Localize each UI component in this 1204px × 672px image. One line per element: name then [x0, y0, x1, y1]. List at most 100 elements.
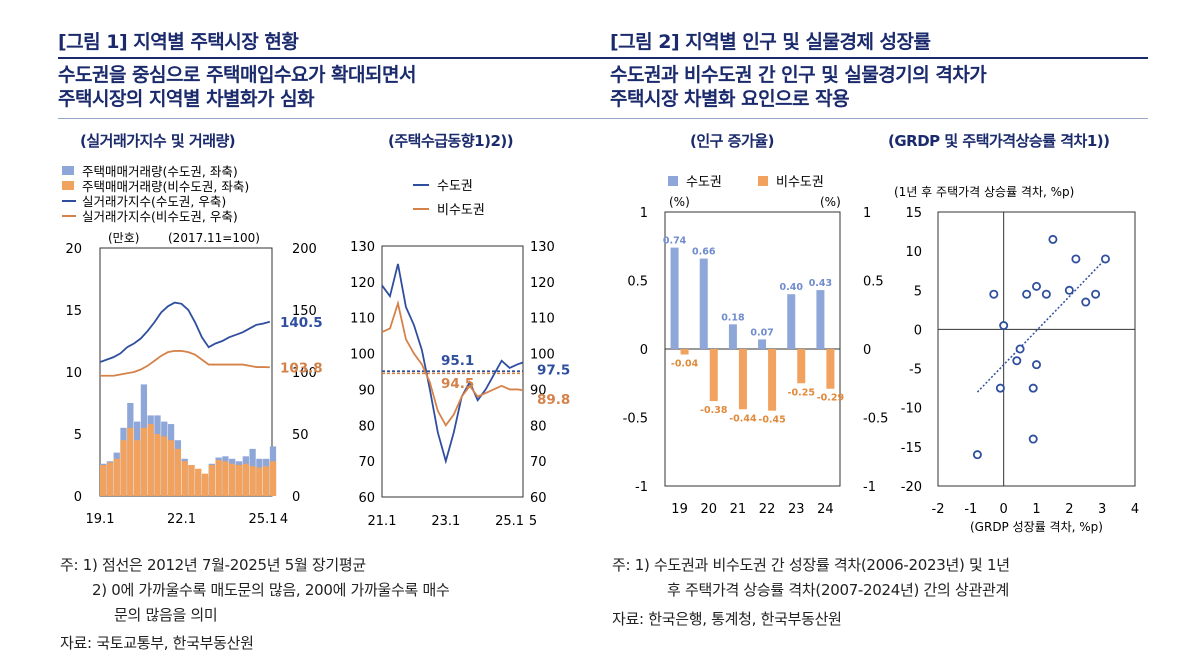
bar-noncapital-volume: [140, 427, 148, 496]
x-axis-label: (GRDP 성장률 격차, %p): [970, 520, 1103, 534]
line-capital-price: [99, 301, 271, 363]
x-tick-label: 20: [700, 502, 717, 517]
data-label-noncapital: -0.04: [671, 358, 699, 369]
bar-capital: [787, 294, 796, 349]
fig2-note-2: 후 주택가격 상승률 격차(2007-2024년) 간의 상관관계: [667, 581, 1010, 599]
bar-capital: [699, 258, 708, 349]
fig1-source: 자료: 국토교통부, 한국부동산원: [60, 634, 254, 652]
x-tick-label: 25.1: [249, 512, 278, 527]
left-tick-label: 90: [358, 383, 375, 398]
left-tick-label: 110: [350, 312, 375, 327]
y-tick-label: 10: [905, 245, 922, 260]
bar-noncapital-volume: [133, 440, 141, 496]
x-tick-label: 24: [817, 502, 834, 517]
left-tick-label: -0.5: [623, 412, 648, 427]
plot-frame: [937, 211, 1136, 487]
x-tick-label: 21: [730, 502, 747, 517]
x-tick-label: 22: [759, 502, 776, 517]
right-tick-label: 100: [530, 348, 555, 363]
bar-noncapital-volume: [208, 465, 215, 496]
bar-noncapital-volume: [174, 448, 182, 496]
scatter-point: [1022, 289, 1032, 299]
bar-noncapital-volume: [229, 463, 236, 496]
scatter-point: [1028, 434, 1038, 444]
y-tick-label: -15: [901, 441, 922, 456]
legend-label: 수도권: [437, 179, 473, 194]
left-tick-label: 0: [74, 490, 82, 505]
line-noncapital-index: [381, 299, 524, 427]
right-tick-label: 0: [863, 343, 871, 358]
data-label-noncapital: -0.25: [788, 387, 815, 398]
right-axis-unit: (2017.11=100): [168, 231, 260, 245]
scatter-point: [1064, 285, 1074, 295]
bar-noncapital-volume: [215, 460, 222, 496]
end-label-noncapital: 103.8: [280, 360, 323, 376]
data-label-capital: 0.18: [721, 312, 745, 323]
legend-label: 비수도권: [776, 175, 824, 190]
y-axis-label: (1년 후 주택가격 상승률 격차, %p): [894, 185, 1074, 199]
legend-swatch: [62, 166, 74, 175]
scatter-point: [1048, 234, 1058, 244]
legend-label: 실거래가지수(비수도권, 우축): [82, 209, 238, 224]
bar-noncapital-volume: [100, 465, 107, 496]
y-tick-label: 15: [905, 206, 922, 221]
data-label-capital: 0.74: [663, 236, 687, 247]
legend-swatch: [668, 176, 678, 186]
x-tick-label: 2: [1065, 502, 1073, 517]
fig1-note-1: 주: 1) 점선은 2012년 7월-2025년 5월 장기평균: [60, 556, 366, 574]
data-label-noncapital: -0.38: [700, 405, 728, 416]
trend-line: [976, 258, 1106, 393]
legend-label: 주택매매거래량(수도권, 좌축): [82, 164, 238, 179]
panel3-title: (인구 증가율): [690, 132, 774, 150]
bar-noncapital-volume: [127, 427, 134, 496]
scatter-point: [1012, 356, 1022, 366]
subtitle-rule: [58, 118, 1148, 119]
right-tick-label: 130: [530, 240, 555, 255]
x-tick-label: 19.1: [86, 512, 115, 527]
bar-noncapital-volume: [249, 466, 256, 496]
bar-noncapital-volume: [256, 467, 263, 496]
scatter-point: [1071, 254, 1081, 264]
bar-noncapital-volume: [154, 434, 161, 496]
scatter-point: [1031, 281, 1041, 291]
panel1-title: (실거래가지수 및 거래량): [80, 132, 236, 150]
avg-label-capital: 95.1: [441, 353, 474, 369]
x-tick-label: 21.1: [368, 514, 397, 529]
scatter-point: [989, 289, 999, 299]
right-axis-unit: (%): [820, 195, 841, 209]
right-tick-label: 120: [530, 276, 555, 291]
fig1-note-2: 2) 0에 가까울수록 매도문의 많음, 200에 가까울수록 매수: [92, 581, 450, 599]
bar-noncapital-volume: [120, 440, 127, 496]
bar-noncapital-volume: [222, 461, 229, 496]
bar-capital: [670, 247, 679, 349]
scatter-point: [995, 383, 1005, 393]
bar-noncapital: [826, 349, 835, 389]
bar-noncapital: [797, 349, 806, 384]
scatter-point: [1028, 383, 1038, 393]
right-tick-label: 200: [292, 242, 317, 257]
left-tick-label: 10: [65, 366, 82, 381]
panel2-title: (주택수급동향1)2)): [388, 132, 514, 150]
bar-noncapital-volume: [269, 461, 277, 496]
scatter-point: [1081, 297, 1091, 307]
fig2-title: [그림 2] 지역별 인구 및 실물경제 성장률: [610, 31, 931, 53]
x-tick-label: 4: [1131, 502, 1139, 517]
bar-noncapital-volume: [113, 458, 120, 496]
bar-noncapital-volume: [201, 473, 209, 496]
x-tick-label: 23.1: [431, 514, 460, 529]
scatter-point: [1015, 344, 1025, 354]
data-label-capital: 0.66: [692, 247, 716, 258]
legend-swatch: [62, 181, 74, 190]
y-tick-label: -5: [909, 363, 922, 378]
legend-label: 수도권: [686, 175, 722, 190]
bar-noncapital: [680, 349, 689, 355]
scatter-point: [999, 321, 1009, 331]
right-tick-label: 90: [530, 383, 547, 398]
scatter-point: [1091, 289, 1101, 299]
bar-capital: [816, 290, 825, 349]
left-tick-label: -1: [635, 480, 648, 495]
bar-noncapital-volume: [161, 436, 168, 496]
y-tick-label: -20: [901, 480, 922, 495]
scatter-point: [972, 450, 982, 460]
